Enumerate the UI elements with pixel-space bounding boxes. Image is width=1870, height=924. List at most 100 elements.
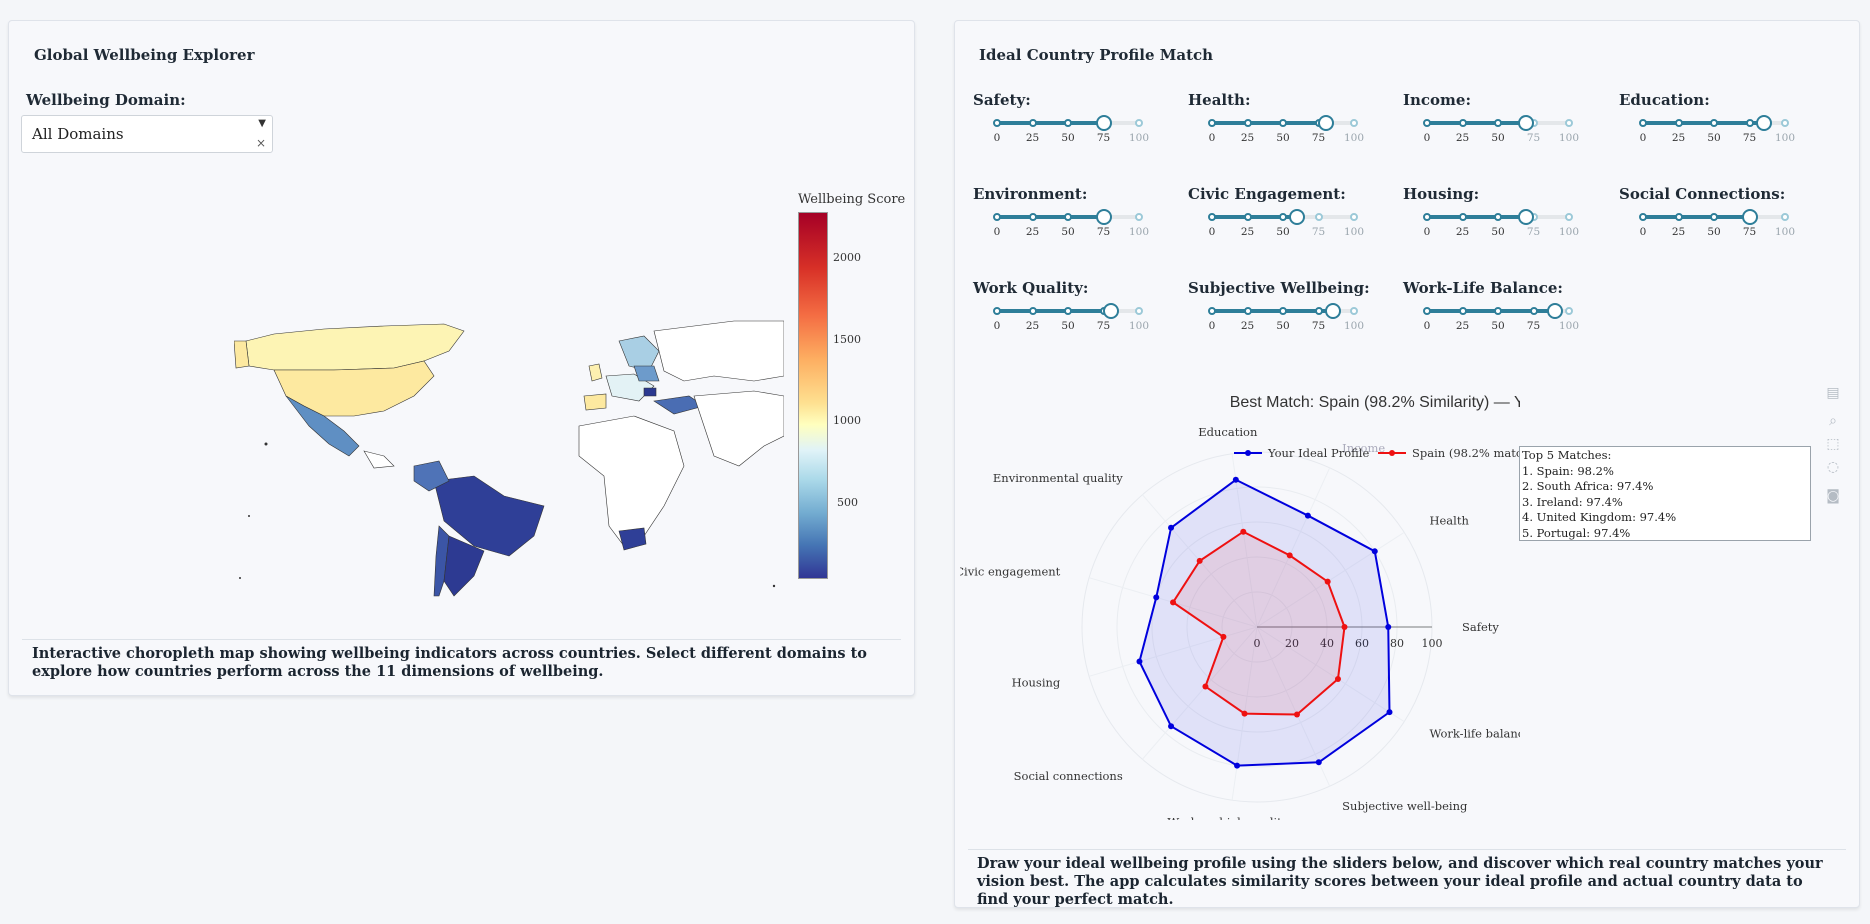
slider[interactable]: 0 25 50 75 100 xyxy=(1208,115,1364,150)
radar-point-match-profile[interactable] xyxy=(1334,676,1341,683)
slider-mark xyxy=(1639,213,1647,221)
map-country-uk[interactable] xyxy=(588,363,603,382)
slider-tick-label: 75 xyxy=(1742,132,1757,144)
slider-tick-label: 50 xyxy=(1491,320,1505,332)
slider-handle[interactable] xyxy=(1289,209,1306,225)
radar-point-ideal-profile[interactable] xyxy=(1385,624,1392,630)
slider[interactable]: 0 25 50 75 100 xyxy=(1639,115,1795,150)
radar-point-ideal-profile[interactable] xyxy=(1153,594,1160,601)
slider-mark xyxy=(1135,119,1143,127)
slider-handle[interactable] xyxy=(1324,303,1341,319)
slider[interactable]: 0 25 50 75 100 xyxy=(993,209,1149,244)
slider-tick-label: 0 xyxy=(993,320,1001,332)
map-country-scandinavia[interactable] xyxy=(618,335,660,372)
slider-tick-label: 50 xyxy=(1276,132,1290,144)
slider-mark xyxy=(1135,307,1143,315)
camera-icon[interactable]: ◙ xyxy=(1826,488,1840,504)
map-country-mexico[interactable] xyxy=(285,395,360,457)
radar-point-ideal-profile[interactable] xyxy=(1386,709,1393,716)
slider[interactable]: 0 25 50 75 100 xyxy=(1423,115,1579,150)
slider-handle[interactable] xyxy=(1741,209,1758,225)
zoom-icon[interactable]: ⌕ xyxy=(1829,413,1837,429)
slider-tick-label: 50 xyxy=(1061,320,1075,332)
radar-point-ideal-profile[interactable] xyxy=(1168,723,1175,730)
map-country-spain[interactable] xyxy=(583,393,607,411)
map-country-poland[interactable] xyxy=(633,365,660,382)
slider[interactable]: 0 25 50 75 100 xyxy=(1639,209,1795,244)
domain-dropdown[interactable]: All Domains ▼ × xyxy=(21,115,273,153)
slider-handle[interactable] xyxy=(1546,303,1563,319)
radar-point-match-profile[interactable] xyxy=(1241,710,1248,717)
radar-point-ideal-profile[interactable] xyxy=(1371,548,1378,555)
match-panel-title: Ideal Country Profile Match xyxy=(979,46,1214,64)
slider-mark xyxy=(1745,119,1754,127)
map-country-hungary[interactable] xyxy=(643,387,657,397)
radar-point-match-profile[interactable] xyxy=(1220,633,1227,640)
chart-legend[interactable]: Your Ideal Profile Spain (98.2% match) xyxy=(1234,446,1520,460)
map-country-argentina[interactable] xyxy=(443,535,485,597)
colorbar-tick: 500 xyxy=(837,496,858,509)
map-country-russia[interactable] xyxy=(653,320,784,382)
slider-handle[interactable] xyxy=(1518,209,1535,225)
radar-point-ideal-profile[interactable] xyxy=(1304,512,1311,519)
slider-tick-label: 75 xyxy=(1311,320,1326,332)
radar-point-ideal-profile[interactable] xyxy=(1168,524,1175,531)
map-region-africa[interactable] xyxy=(578,415,685,547)
chart-title: Best Match: Spain (98.2% Similarity) — Y… xyxy=(1230,394,1520,411)
slider-track xyxy=(1641,121,1762,125)
clear-icon[interactable]: × xyxy=(255,136,266,150)
radar-point-match-profile[interactable] xyxy=(1196,557,1203,564)
map-country-colombia[interactable] xyxy=(413,460,450,492)
radar-point-match-profile[interactable] xyxy=(1240,528,1247,535)
slider-tick-label: 100 xyxy=(1128,226,1150,238)
slider-handle[interactable] xyxy=(1755,115,1772,131)
slider-tick-label: 75 xyxy=(1742,226,1757,238)
slider-handle[interactable] xyxy=(1095,115,1112,131)
radar-point-ideal-profile[interactable] xyxy=(1136,658,1143,665)
map-country-south-africa[interactable] xyxy=(618,527,647,551)
slider-mark xyxy=(1781,213,1789,221)
radar-point-ideal-profile[interactable] xyxy=(1315,759,1322,766)
slider-tick-label: 25 xyxy=(1455,320,1470,332)
slider[interactable]: 0 25 50 75 100 xyxy=(993,115,1149,150)
radar-point-match-profile[interactable] xyxy=(1293,711,1300,718)
slider-handle[interactable] xyxy=(1317,115,1334,131)
map-country-alaska[interactable] xyxy=(234,340,250,369)
radar-category-label: Work and job quality xyxy=(1167,815,1288,820)
map-country-canada[interactable] xyxy=(245,323,465,371)
map-region-asia[interactable] xyxy=(693,390,784,467)
slider[interactable]: 0 25 50 75 100 xyxy=(1208,209,1364,244)
slider-mark xyxy=(1279,213,1287,221)
slider-mark xyxy=(1279,119,1287,127)
radar-point-ideal-profile[interactable] xyxy=(1232,476,1239,483)
colorbar-tick: 2000 xyxy=(833,251,861,264)
slider[interactable]: 0 25 50 75 100 xyxy=(1423,209,1579,244)
radar-point-ideal-profile[interactable] xyxy=(1234,762,1241,769)
slider-handle[interactable] xyxy=(1095,209,1112,225)
slider-tick-label: 100 xyxy=(1558,226,1580,238)
slider-handle[interactable] xyxy=(1102,303,1119,319)
radar-point-match-profile[interactable] xyxy=(1324,578,1331,585)
radar-point-match-profile[interactable] xyxy=(1170,599,1177,606)
slider-track xyxy=(1641,215,1748,219)
slider[interactable]: 0 25 50 75 100 xyxy=(993,303,1149,338)
colorbar-tick: 1000 xyxy=(833,414,861,427)
world-map[interactable] xyxy=(234,296,784,606)
slider-mark xyxy=(1423,119,1431,127)
radar-series-match-profile[interactable] xyxy=(1171,530,1346,716)
lasso-icon[interactable]: ◌ xyxy=(1826,459,1840,475)
radar-chart[interactable]: Best Match: Spain (98.2% Similarity) — Y… xyxy=(960,380,1520,820)
select-box-icon[interactable]: ⬚ xyxy=(1826,436,1840,452)
slider[interactable]: 0 25 50 75 100 xyxy=(1208,303,1364,338)
radar-point-match-profile[interactable] xyxy=(1341,624,1348,630)
radar-series-ideal-profile[interactable] xyxy=(1138,478,1391,767)
radar-point-match-profile[interactable] xyxy=(1202,683,1209,690)
map-caption: Interactive choropleth map showing wellb… xyxy=(32,645,867,680)
radar-point-match-profile[interactable] xyxy=(1286,552,1293,559)
map-country-brazil[interactable] xyxy=(433,475,545,557)
chevron-down-icon[interactable]: ▼ xyxy=(258,118,266,129)
bar-chart-icon[interactable]: ▤ xyxy=(1826,385,1840,401)
slider[interactable]: 0 25 50 75 100 xyxy=(1423,303,1579,338)
slider-label: Work-Life Balance: xyxy=(1403,279,1563,297)
slider-handle[interactable] xyxy=(1518,115,1535,131)
